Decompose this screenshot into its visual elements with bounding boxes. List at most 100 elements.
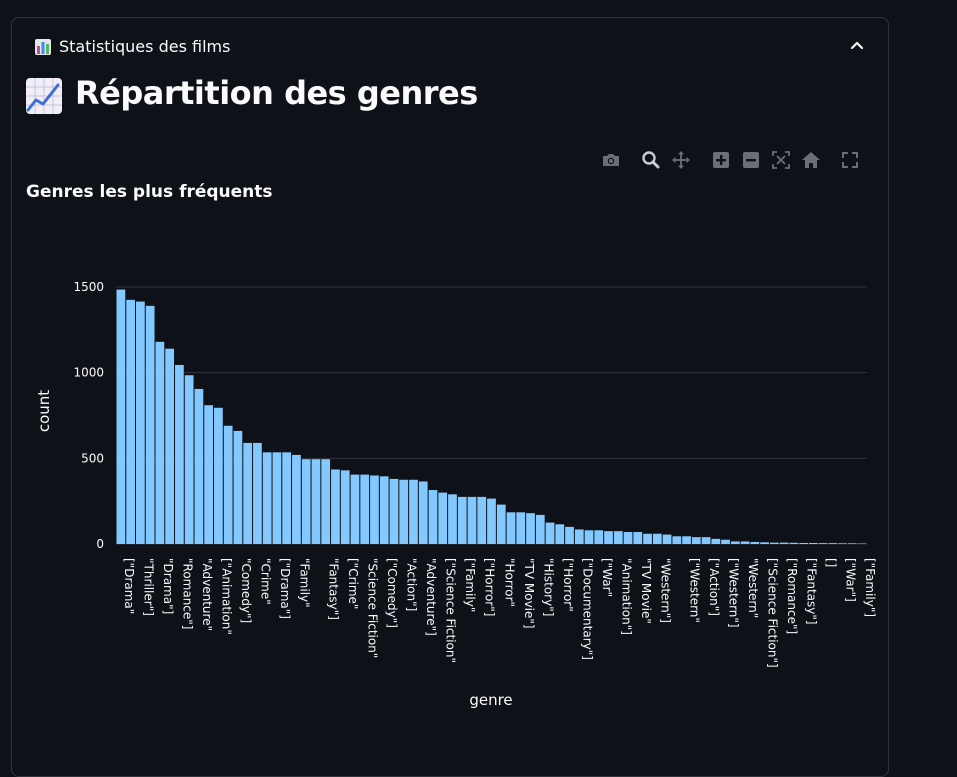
bar[interactable]: [623, 532, 633, 544]
expander-title: Statistiques des films: [59, 37, 231, 56]
reset-axes-icon[interactable]: [801, 150, 821, 170]
bar[interactable]: [262, 452, 272, 544]
bar[interactable]: [604, 531, 613, 544]
bar[interactable]: [194, 388, 204, 544]
x-tick-label: "Thriller"]: [141, 558, 155, 616]
autoscale-icon[interactable]: [771, 150, 791, 170]
bar[interactable]: [711, 538, 721, 544]
chevron-up-icon[interactable]: [850, 40, 864, 50]
x-tick-label: ["War": [600, 558, 614, 597]
chart-increasing-icon: [26, 78, 62, 114]
bar[interactable]: [662, 534, 672, 544]
x-tick-label: ["Western"]: [727, 558, 741, 628]
bar[interactable]: [448, 494, 457, 544]
bar[interactable]: [506, 512, 516, 544]
bar[interactable]: [808, 542, 818, 544]
fullscreen-icon[interactable]: [840, 150, 860, 170]
bar[interactable]: [750, 541, 760, 544]
bar[interactable]: [643, 533, 652, 544]
bar[interactable]: [779, 542, 789, 544]
bar[interactable]: [223, 425, 233, 544]
expander-header[interactable]: Statistiques des films: [12, 18, 888, 76]
bar[interactable]: [145, 305, 155, 544]
bar[interactable]: [360, 474, 370, 544]
bar[interactable]: [301, 459, 311, 544]
bar[interactable]: [672, 536, 682, 544]
bar[interactable]: [243, 442, 253, 544]
y-tick-label: 1000: [73, 366, 104, 380]
bar[interactable]: [477, 496, 487, 544]
bar[interactable]: [682, 536, 691, 544]
bar[interactable]: [389, 478, 399, 544]
bar[interactable]: [526, 513, 535, 544]
bar[interactable]: [789, 542, 799, 544]
bar[interactable]: [457, 496, 467, 544]
zoom-out-icon[interactable]: [741, 150, 761, 170]
bar[interactable]: [838, 543, 847, 544]
zoom-icon[interactable]: [641, 150, 661, 170]
bar[interactable]: [545, 522, 555, 544]
bar[interactable]: [282, 452, 292, 544]
zoom-in-icon[interactable]: [711, 150, 731, 170]
bar[interactable]: [321, 459, 331, 544]
bar[interactable]: [184, 375, 194, 544]
bar[interactable]: [847, 543, 857, 544]
bar[interactable]: [340, 470, 350, 544]
bar[interactable]: [760, 542, 769, 544]
bar[interactable]: [311, 459, 321, 544]
bar[interactable]: [116, 289, 126, 544]
bar[interactable]: [331, 469, 340, 544]
x-axis-ticks: ["Drama" "Thriller"] "Drama"] "Romance"] "Ad…: [122, 558, 877, 668]
bar[interactable]: [253, 442, 262, 544]
bar[interactable]: [370, 475, 379, 544]
x-tick-label: ["Fantasy"]: [805, 558, 819, 625]
bar[interactable]: [584, 530, 594, 544]
bar[interactable]: [467, 496, 477, 544]
bar[interactable]: [418, 481, 428, 544]
bar[interactable]: [799, 542, 808, 544]
bar[interactable]: [701, 537, 711, 544]
bar[interactable]: [594, 530, 604, 544]
bar[interactable]: [487, 498, 496, 544]
bar[interactable]: [350, 474, 360, 544]
bar[interactable]: [769, 542, 779, 544]
bar[interactable]: [565, 526, 574, 544]
bar[interactable]: [428, 490, 438, 544]
bar[interactable]: [818, 543, 828, 544]
bar[interactable]: [613, 531, 623, 544]
bar[interactable]: [136, 301, 145, 544]
pan-icon[interactable]: [671, 150, 691, 170]
camera-icon[interactable]: [601, 150, 621, 170]
x-tick-label: "TV Movie"]: [522, 558, 536, 629]
bar[interactable]: [857, 543, 867, 544]
bar[interactable]: [652, 533, 662, 544]
x-tick-label: "Fantasy"]: [327, 558, 341, 620]
bar[interactable]: [535, 514, 545, 544]
bar[interactable]: [204, 405, 214, 544]
bar[interactable]: [828, 543, 838, 544]
x-tick-label: ["Western": [688, 558, 702, 623]
bar[interactable]: [126, 299, 136, 544]
bar[interactable]: [409, 479, 418, 544]
bar[interactable]: [740, 541, 750, 544]
bar[interactable]: [496, 504, 506, 544]
bar[interactable]: [438, 492, 448, 544]
bar[interactable]: [555, 524, 565, 544]
bar[interactable]: [379, 476, 389, 544]
bar[interactable]: [516, 512, 526, 544]
bar[interactable]: [730, 541, 740, 544]
bar[interactable]: [155, 341, 165, 544]
bar[interactable]: [721, 539, 730, 544]
bar[interactable]: [165, 348, 175, 544]
bar[interactable]: [214, 407, 223, 544]
x-axis-label: genre: [469, 691, 512, 709]
bar[interactable]: [399, 479, 409, 544]
x-tick-label: "Horror": [502, 558, 516, 607]
bar[interactable]: [272, 452, 282, 544]
bar[interactable]: [691, 537, 701, 544]
bar[interactable]: [233, 430, 243, 544]
bar[interactable]: [633, 532, 643, 544]
bar[interactable]: [175, 364, 184, 544]
bar[interactable]: [574, 529, 584, 544]
bar[interactable]: [292, 454, 301, 544]
